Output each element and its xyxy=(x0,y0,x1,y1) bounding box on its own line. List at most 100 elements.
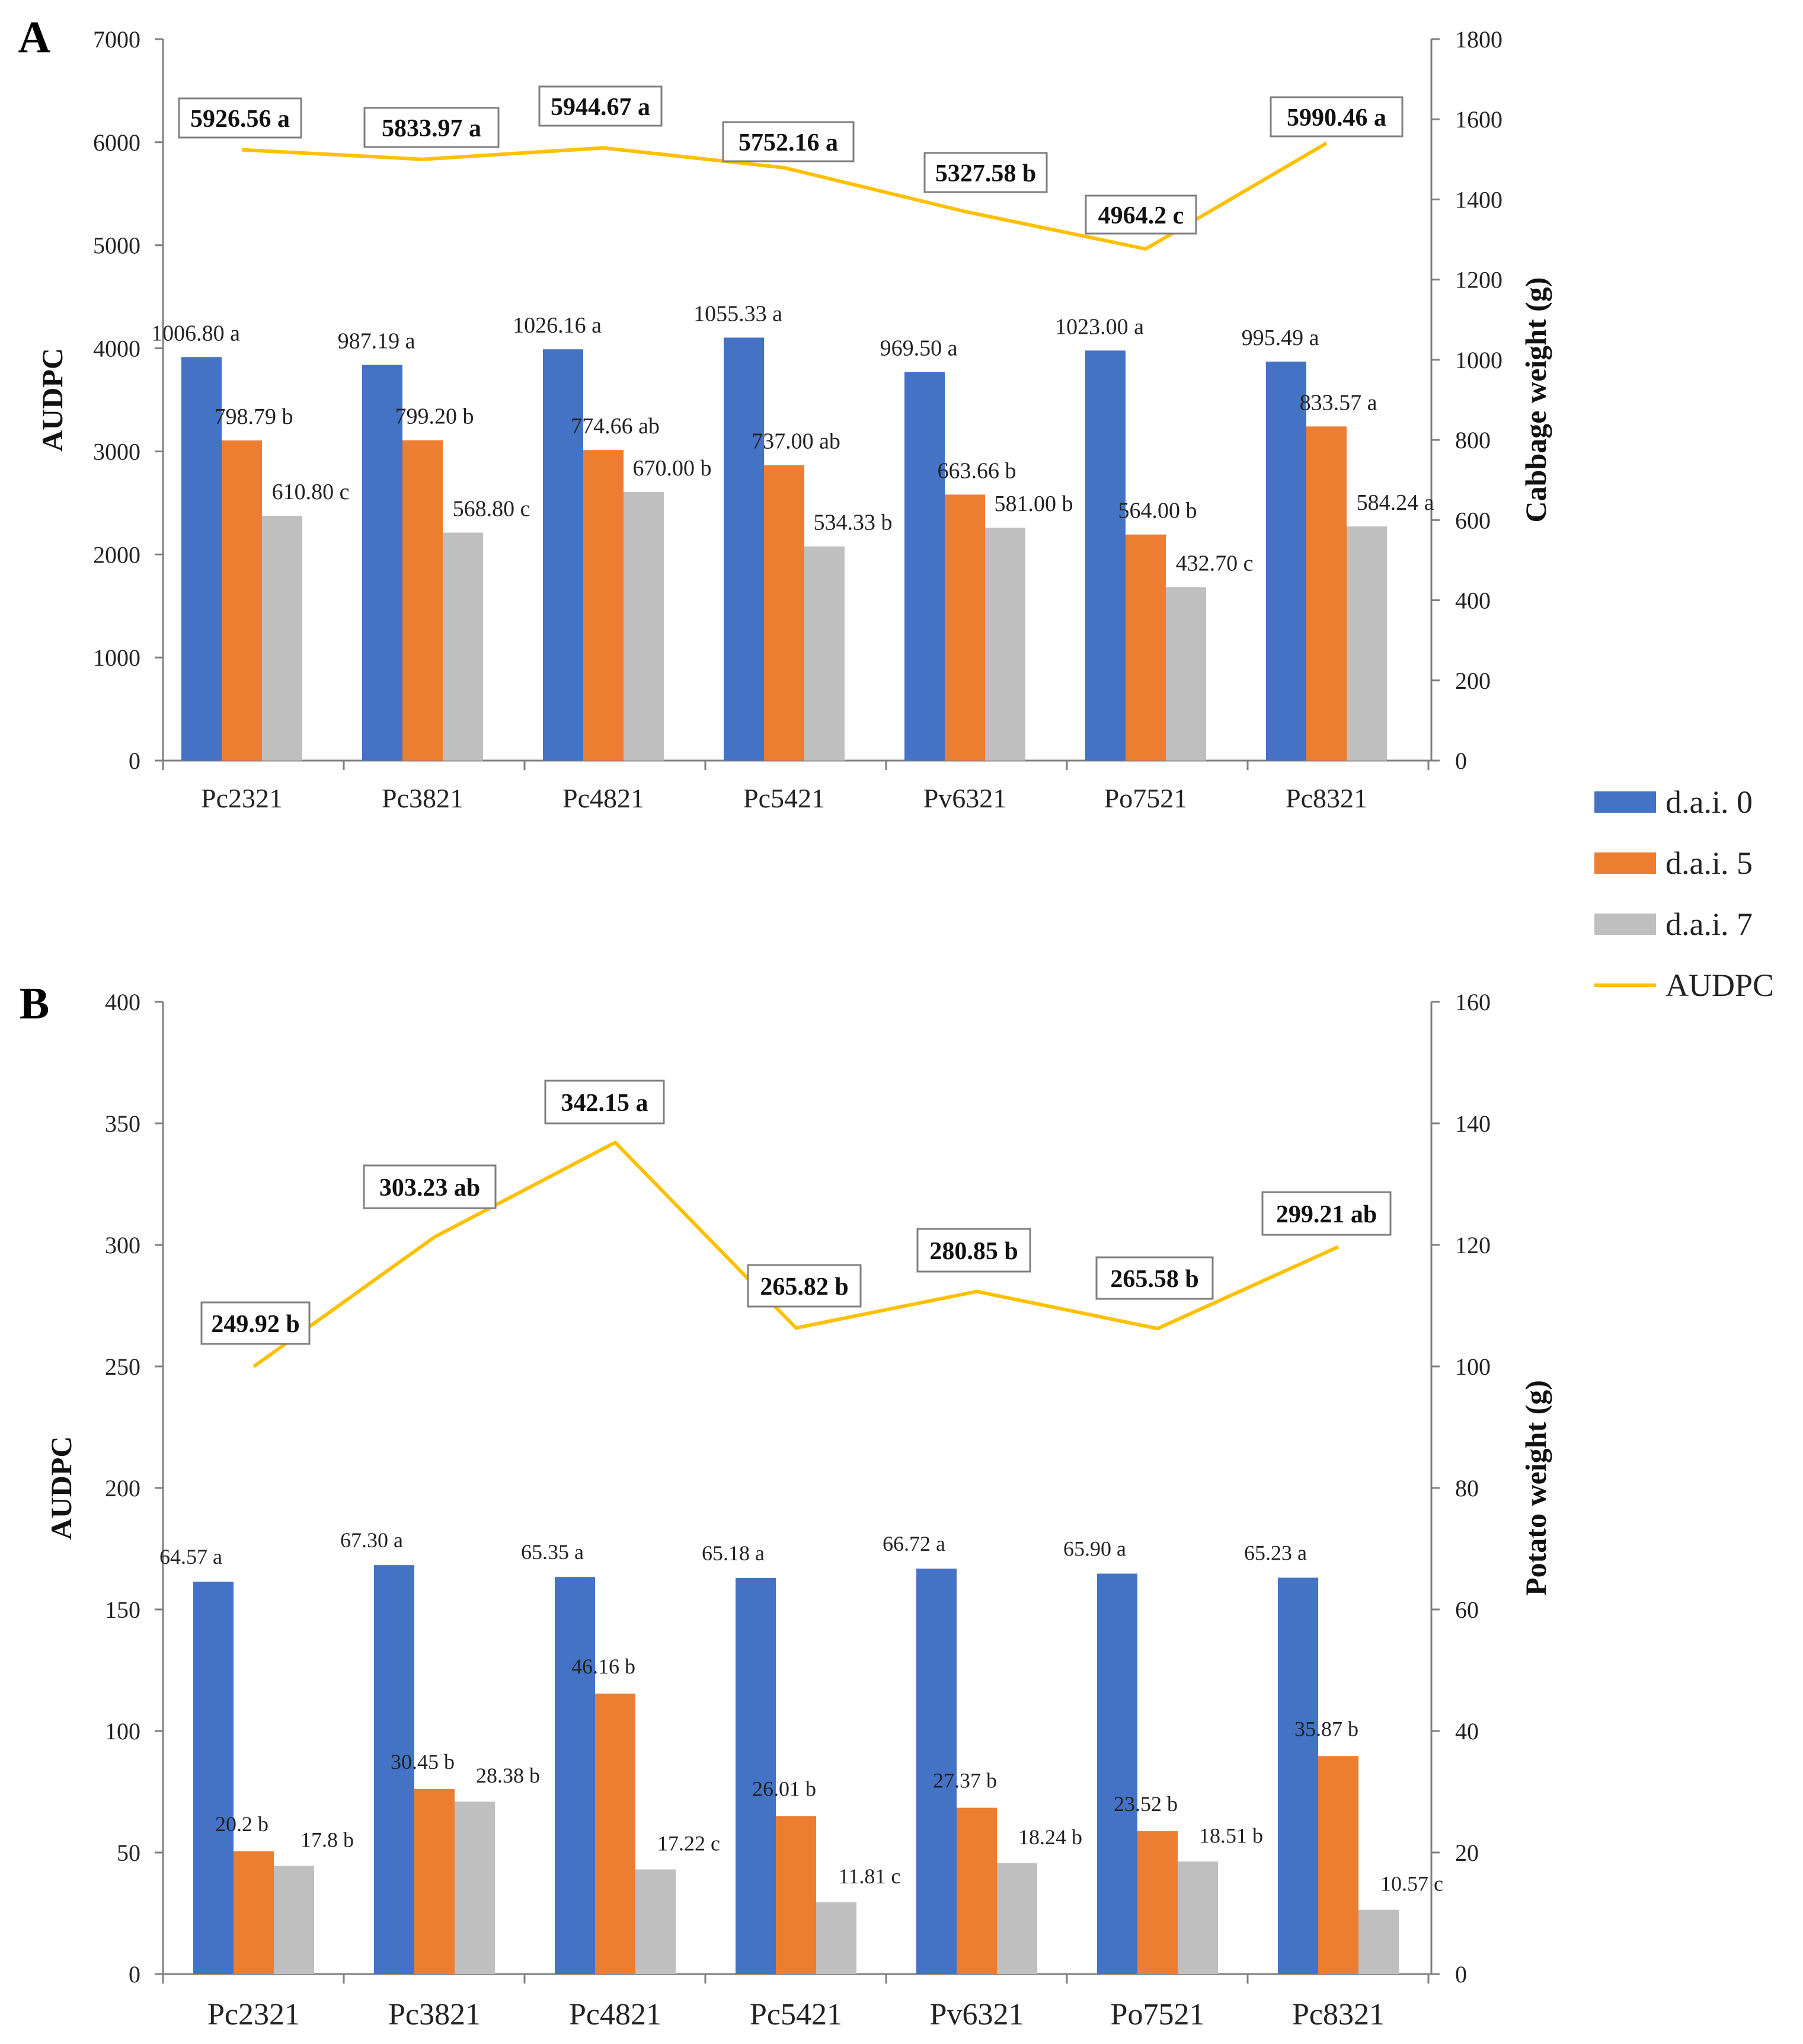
legend-label-dai7: d.a.i. 7 xyxy=(1665,906,1753,942)
audpc-label: 280.85 b xyxy=(929,1238,1018,1265)
bar-label-dai7: 11.81 c xyxy=(839,1864,901,1888)
bar-label-dai7: 534.33 b xyxy=(814,510,893,535)
audpc-label-box xyxy=(916,1228,1031,1273)
category-label: Pc5421 xyxy=(743,783,825,813)
bar-label-dai7: 432.70 c xyxy=(1176,551,1254,576)
audpc-line xyxy=(241,141,1328,251)
audpc-label-box xyxy=(1095,1256,1214,1300)
left-tick-label: 200 xyxy=(105,1475,140,1502)
bar-label-dai5: 833.57 a xyxy=(1300,390,1377,415)
right-tick-label: 600 xyxy=(1455,507,1491,534)
category-label: Po7521 xyxy=(1104,783,1188,813)
bar-label-dai5: 26.01 b xyxy=(752,1777,816,1800)
legend-swatch-dai7 xyxy=(1594,914,1656,935)
left-tick-label: 5000 xyxy=(93,232,140,259)
bar-label-dai5: 30.45 b xyxy=(391,1750,455,1774)
right-tick-label: 1800 xyxy=(1455,26,1502,53)
bar-label-dai7: 670.00 b xyxy=(633,456,712,481)
right-axis-title: Cabbage weight (g) xyxy=(1519,277,1552,523)
bar-label-dai0: 67.30 a xyxy=(340,1528,403,1552)
bar-dai7 xyxy=(1358,1909,1399,1974)
left-tick-label: 250 xyxy=(105,1353,140,1380)
right-tick-label: 400 xyxy=(1455,587,1491,614)
bar-label-dai7: 581.00 b xyxy=(995,491,1073,516)
audpc-label: 5327.58 b xyxy=(935,160,1036,187)
bar-dai7 xyxy=(1347,526,1387,761)
bar-dai5 xyxy=(1318,1756,1358,1974)
category-label: Po7521 xyxy=(1111,1998,1205,2032)
bar-label-dai7: 18.51 b xyxy=(1199,1823,1263,1847)
bar-label-dai0: 1026.16 a xyxy=(513,313,602,338)
audpc-label: 5944.67 a xyxy=(551,94,650,121)
bar-label-dai0: 65.23 a xyxy=(1244,1541,1307,1564)
audpc-label: 249.92 b xyxy=(211,1311,299,1338)
left-tick-label: 1000 xyxy=(93,644,140,671)
bar-dai0 xyxy=(374,1565,414,1974)
audpc-label-box xyxy=(544,1080,665,1125)
bar-dai5 xyxy=(945,494,985,761)
audpc-label: 265.58 b xyxy=(1110,1266,1198,1293)
bar-label-dai0: 65.35 a xyxy=(521,1540,584,1564)
category-label: Pv6321 xyxy=(923,783,1007,813)
bar-dai5 xyxy=(402,440,443,761)
right-tick-label: 60 xyxy=(1455,1596,1479,1623)
bar-label-dai5: 663.66 b xyxy=(938,458,1016,483)
left-axis-title: AUDPC xyxy=(36,348,69,452)
left-axis-title: AUDPC xyxy=(44,1436,78,1540)
left-tick-label: 100 xyxy=(105,1718,140,1745)
bar-dai0 xyxy=(724,337,764,761)
category-label: Pc4821 xyxy=(569,1998,661,2032)
audpc-label: 5752.16 a xyxy=(739,129,838,157)
bar-label-dai0: 969.50 a xyxy=(880,336,958,361)
bar-dai5 xyxy=(222,440,262,761)
bar-label-dai5: 27.37 b xyxy=(933,1768,997,1792)
left-tick-label: 7000 xyxy=(93,26,140,53)
left-tick-label: 400 xyxy=(105,989,140,1015)
bar-dai7 xyxy=(1166,587,1206,761)
audpc-label-box xyxy=(1261,1191,1392,1236)
category-label: Pc2321 xyxy=(207,1998,300,2032)
bar-dai5 xyxy=(234,1851,274,1974)
left-tick-label: 4000 xyxy=(93,336,140,362)
audpc-label-box xyxy=(1270,96,1404,138)
audpc-label-box xyxy=(538,85,663,127)
bar-label-dai0: 1055.33 a xyxy=(693,301,782,326)
bar-dai5 xyxy=(595,1693,635,1974)
bar-dai7 xyxy=(804,546,845,761)
right-tick-label: 1400 xyxy=(1455,186,1502,213)
left-tick-label: 0 xyxy=(129,748,140,774)
bar-dai0 xyxy=(736,1577,776,1974)
bar-dai5 xyxy=(957,1807,997,1974)
audpc-label: 303.23 ab xyxy=(379,1174,480,1202)
bar-label-dai7: 584.24 a xyxy=(1357,490,1434,515)
bar-label-dai0: 66.72 a xyxy=(883,1532,945,1556)
audpc-label: 5833.97 a xyxy=(382,115,481,142)
bar-dai0 xyxy=(555,1577,595,1974)
audpc-label-box xyxy=(722,121,855,162)
audpc-label: 5990.46 a xyxy=(1287,104,1386,132)
audpc-label: 299.21 ab xyxy=(1276,1201,1377,1228)
bar-label-dai5: 20.2 b xyxy=(215,1812,268,1836)
bar-label-dai5: 798.79 b xyxy=(215,404,293,429)
bar-dai7 xyxy=(455,1802,495,1974)
bar-dai7 xyxy=(624,492,664,761)
legend-swatch-dai5 xyxy=(1594,852,1656,874)
category-label: Pc8321 xyxy=(1292,1998,1385,2032)
bar-label-dai0: 65.18 a xyxy=(702,1541,765,1565)
bar-dai7 xyxy=(816,1902,856,1974)
bar-dai0 xyxy=(904,372,945,761)
left-tick-label: 3000 xyxy=(93,438,140,465)
audpc-label-box xyxy=(363,1164,497,1209)
category-label: Pc3821 xyxy=(388,1998,481,2032)
audpc-label: 5926.56 a xyxy=(190,106,290,133)
audpc-label-box xyxy=(178,97,302,139)
audpc-label-box xyxy=(923,152,1048,193)
bar-dai5 xyxy=(583,450,624,761)
panel-b: B 0 50 100 150 200 250 300 350 400 0 20 40 60 80 100 120… xyxy=(20,979,1552,2032)
panel-a: A 0 1000 2000 3000 4000 5000 6000 7000 0 200 400 600… xyxy=(18,12,1552,813)
bar-dai0 xyxy=(1097,1573,1137,1974)
left-tick-label: 150 xyxy=(105,1596,140,1623)
bar-dai0 xyxy=(916,1569,957,1974)
audpc-label-box xyxy=(1085,194,1197,235)
